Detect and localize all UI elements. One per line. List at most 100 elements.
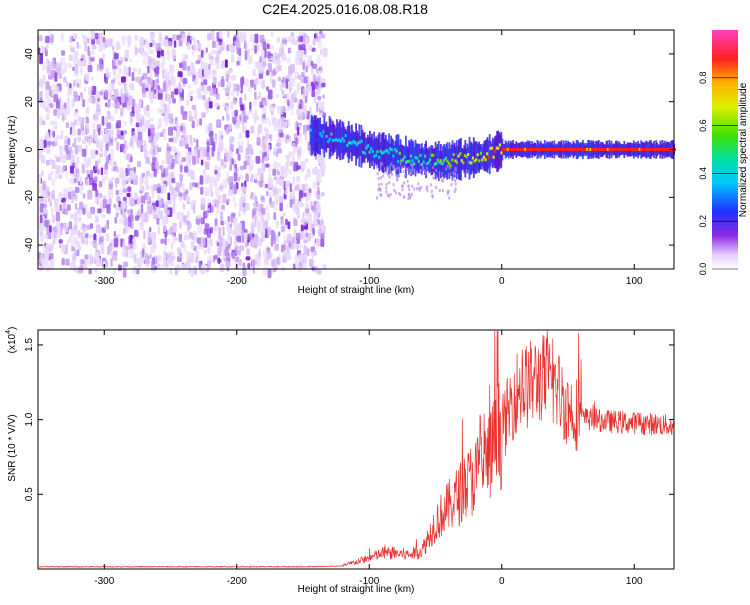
spectrogram-noise-cell [294, 185, 299, 191]
spectrogram-noise-cell [305, 95, 308, 103]
spectrogram-noise-cell [260, 227, 266, 236]
spectrogram-noise-cell [89, 177, 94, 186]
spectrogram-noise-cell [223, 220, 227, 225]
spectrogram-track-tail [403, 174, 406, 178]
spectrogram-noise-cell [90, 76, 94, 81]
spectrogram-noise-cell [302, 216, 307, 226]
spectrogram-noise-cell [73, 178, 77, 183]
spectrogram-noise-cell [123, 227, 126, 235]
spectrogram-track-cell [637, 148, 640, 151]
spectrogram-track-halo [366, 134, 369, 163]
spectrogram-noise-cell [56, 135, 61, 140]
spectrogram-noise-cell [87, 157, 91, 166]
spectrogram-track-cell [667, 148, 670, 151]
spectrogram-noise-cell [158, 117, 163, 128]
spectrogram-track-cell [502, 148, 505, 151]
spectrogram-noise-cell [151, 189, 154, 198]
spectrogram-noise-cell [186, 99, 190, 106]
spectrogram-noise-cell [296, 165, 301, 170]
spectrogram-track-halo [332, 123, 335, 154]
spectrogram-noise-cell [242, 264, 246, 273]
spectrogram-noise-cell [216, 93, 220, 100]
spectrogram-noise-cell [299, 234, 303, 240]
spectrogram-noise-cell [146, 238, 151, 243]
spectrogram-noise-cell [204, 223, 210, 231]
spectrogram-noise-cell [114, 108, 118, 114]
spectrogram-noise-cell [276, 256, 280, 265]
spectrogram-noise-cell [48, 75, 53, 80]
spectrogram-track-tail [396, 178, 399, 182]
spectrogram-track-tail [422, 166, 424, 170]
spectrogram-noise-cell [252, 68, 257, 77]
spectrogram-track-cell [630, 148, 633, 151]
spectrogram-noise-cell [61, 258, 65, 266]
spectrogram-noise-cell [203, 169, 206, 176]
spectrogram-noise-cell [222, 178, 228, 189]
spectrogram-track-tail [440, 162, 443, 165]
spectrogram-noise-cell [259, 175, 262, 182]
spectrogram-noise-cell [96, 111, 101, 116]
spectrogram-track-cell [333, 138, 336, 142]
spectrogram-noise-cell [228, 155, 232, 166]
spectrogram-noise-cell [320, 238, 325, 247]
spectrogram-y-tick-label: 0 [24, 146, 35, 152]
spectrogram-noise-cell [73, 111, 78, 117]
spectrogram-track-cell [362, 150, 365, 154]
spectrogram-noise-cell [262, 100, 266, 106]
spectrogram-noise-cell [114, 137, 118, 142]
spectrogram-noise-cell [310, 69, 314, 76]
spectrogram-track-cell [570, 148, 573, 151]
spectrogram-track-cell [540, 148, 543, 151]
spectrogram-noise-cell [305, 208, 310, 214]
spectrogram-track-cell [645, 148, 648, 151]
spectrogram-noise-cell [137, 161, 142, 168]
spectrogram-noise-cell [112, 268, 116, 275]
spectrogram-noise-cell [115, 212, 119, 217]
spectrogram-noise-cell [79, 201, 84, 211]
spectrogram-noise-cell [195, 218, 200, 225]
spectrogram-noise-cell [274, 243, 279, 251]
spectrogram-noise-cell [185, 189, 189, 195]
spectrogram-x-tick-label: -200 [227, 276, 247, 287]
spectrogram-track-halo [467, 146, 470, 171]
spectrogram-noise-cell [148, 135, 152, 142]
spectrogram-track-halo [385, 139, 388, 168]
spectrogram-track-cell [331, 138, 335, 142]
spectrogram-noise-cell [118, 264, 122, 271]
spectrogram-track-tail [388, 181, 391, 185]
spectrogram-noise-cell [244, 232, 248, 237]
spectrogram-noise-cell [52, 58, 55, 68]
spectrogram-noise-cell [144, 150, 149, 159]
spectrogram-noise-cell [53, 109, 58, 116]
spectrogram-noise-cell [60, 226, 63, 235]
spectrogram-noise-cell [97, 158, 101, 164]
spectrogram-noise-cell [222, 227, 225, 237]
spectrogram-noise-cell [201, 197, 205, 205]
spectrogram-track-cell [626, 148, 629, 151]
snr-y-ticks: 0.51.01.5 [24, 338, 674, 501]
spectrogram-track-halo [475, 141, 477, 174]
svg-text:(x104): (x104) [5, 327, 18, 354]
spectrogram-noise-cell [108, 82, 114, 91]
spectrogram-noise-cell [68, 191, 72, 200]
spectrogram-noise-cell [46, 105, 51, 114]
spectrogram-track-tail [432, 176, 435, 180]
spectrogram-noise-cell [49, 202, 53, 207]
spectrogram-noise-cell [60, 68, 66, 74]
spectrogram-noise-cell [91, 45, 97, 50]
spectrogram-noise-cell [304, 132, 308, 141]
spectrogram-noise-cell [76, 82, 80, 88]
spectrogram-noise-cell [102, 54, 105, 60]
spectrogram-noise-cell [266, 205, 269, 211]
spectrogram-track-halo [312, 120, 315, 151]
spectrogram-noise-cell [197, 237, 201, 245]
spectrogram-noise-cell [261, 138, 265, 149]
spectrogram-noise-cell [315, 32, 318, 42]
spectrogram-noise-cell [178, 233, 182, 243]
spectrogram-track-cell [583, 148, 586, 151]
spectrogram-track-tail [376, 196, 378, 200]
spectrogram-noise-cell [125, 250, 129, 258]
spectrogram-noise-cell [130, 197, 136, 207]
spectrogram-track-halo [500, 131, 503, 169]
spectrogram-noise-cell [238, 145, 244, 153]
